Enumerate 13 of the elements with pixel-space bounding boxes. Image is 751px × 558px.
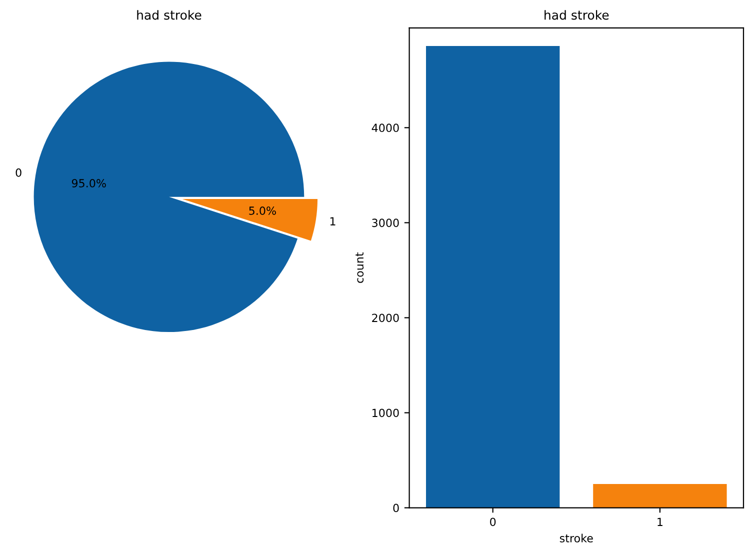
y-tick-label: 4000	[372, 124, 399, 132]
y-tick-label: 1000	[372, 408, 399, 418]
chart-title: had stroke	[544, 10, 609, 20]
data-label: 5.0%	[249, 206, 276, 215]
x-axis-title: stroke	[560, 534, 593, 542]
y-tick-label: 3000	[372, 218, 399, 228]
chart-title: had stroke	[137, 10, 202, 20]
slice-label: 1	[330, 217, 336, 226]
y-tick-label: 2000	[372, 314, 399, 322]
data-label: 95.0%	[72, 179, 106, 188]
y-axis-title: count	[356, 252, 364, 283]
slice-label: 0	[16, 168, 22, 177]
y-tick-label: 0	[393, 504, 399, 512]
